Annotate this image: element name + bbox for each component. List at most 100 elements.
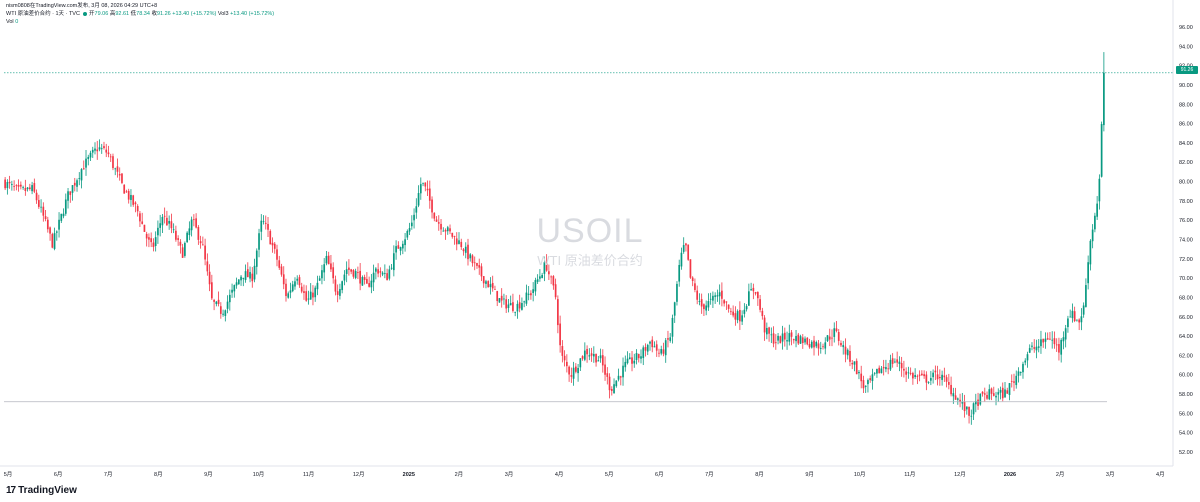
candle-body xyxy=(581,356,584,359)
candle-body xyxy=(1026,354,1029,361)
candle-body xyxy=(253,265,256,280)
candle-body xyxy=(136,206,139,212)
candle-body xyxy=(157,227,159,236)
candle-body xyxy=(628,357,631,360)
candle-body xyxy=(626,358,629,364)
candle-body xyxy=(765,327,768,335)
candle-body xyxy=(431,199,433,213)
candle-body xyxy=(900,363,903,369)
candle-body xyxy=(709,298,712,300)
candle-body xyxy=(255,250,258,267)
candle-body xyxy=(404,239,406,246)
candle-body xyxy=(992,393,995,396)
candle-body xyxy=(905,371,907,375)
candle-body xyxy=(514,311,517,313)
candle-body xyxy=(855,360,858,375)
close-value: 91.26 xyxy=(156,11,171,17)
candle-body xyxy=(242,277,245,279)
candle-body xyxy=(204,245,206,260)
tradingview-logo[interactable]: 17 TradingView xyxy=(6,485,77,496)
candle-body xyxy=(842,345,845,348)
candle-body xyxy=(415,206,418,213)
candle-body xyxy=(678,264,681,282)
candle-body xyxy=(377,269,379,274)
candle-body xyxy=(276,249,278,260)
candle-body xyxy=(262,221,265,223)
candle-body xyxy=(507,304,510,309)
candle-body xyxy=(478,265,481,268)
candle-body xyxy=(1089,240,1092,265)
candle-body xyxy=(970,415,973,417)
candle-body xyxy=(33,183,36,192)
candle-body xyxy=(705,305,708,311)
high-value: 92.61 xyxy=(115,11,130,17)
candle-body xyxy=(148,237,150,240)
candle-body xyxy=(152,242,155,248)
candle-body xyxy=(1096,203,1098,217)
tradingview-logo-text: TradingView xyxy=(18,485,77,496)
price-tick-label: 58.00 xyxy=(1179,392,1193,398)
candle-body xyxy=(961,401,964,404)
candle-body xyxy=(251,273,254,282)
candle-body xyxy=(938,376,941,379)
candle-body xyxy=(435,219,438,222)
candle-body xyxy=(460,241,463,248)
candle-body xyxy=(141,221,144,224)
candle-body xyxy=(294,281,296,287)
candle-body xyxy=(700,299,703,307)
candle-body xyxy=(375,268,377,272)
candle-body xyxy=(161,216,164,226)
candle-body xyxy=(116,166,119,172)
candle-body xyxy=(40,206,42,208)
candle-body xyxy=(797,334,800,344)
candle-body xyxy=(424,182,427,187)
candle-body xyxy=(1022,363,1024,373)
candle-body xyxy=(918,374,921,376)
candle-body xyxy=(543,262,546,274)
candle-body xyxy=(862,380,865,389)
candle-body xyxy=(804,338,806,343)
candle-body xyxy=(1103,72,1105,126)
candle-body xyxy=(19,184,22,187)
candle-body xyxy=(761,310,764,317)
candle-body xyxy=(947,381,950,385)
candle-body xyxy=(1073,311,1076,322)
candle-body xyxy=(972,403,975,415)
candle-body xyxy=(139,213,141,222)
price-tick-label: 56.00 xyxy=(1179,411,1193,417)
candle-body xyxy=(653,346,656,348)
candle-body xyxy=(745,306,748,310)
candle-body xyxy=(1058,344,1060,353)
candle-body xyxy=(586,348,588,355)
candle-body xyxy=(867,380,869,385)
candle-body xyxy=(17,184,20,187)
candle-body xyxy=(1044,338,1047,342)
candle-body xyxy=(691,277,694,282)
candle-body xyxy=(296,278,299,281)
candle-body xyxy=(568,366,570,375)
candle-body xyxy=(154,237,157,246)
time-tick-label: 6月 xyxy=(54,471,63,478)
candle-body xyxy=(305,291,308,301)
candle-body xyxy=(336,291,339,295)
volume-legend[interactable]: Vol 0 xyxy=(6,19,18,26)
price-tick-label: 78.00 xyxy=(1179,199,1193,205)
candle-body xyxy=(831,337,833,339)
candle-body xyxy=(698,301,701,302)
candle-body xyxy=(849,350,851,362)
candle-body xyxy=(676,283,678,302)
candle-body xyxy=(1010,380,1013,382)
time-tick-label: 8月 xyxy=(755,471,764,478)
candle-body xyxy=(1080,316,1083,323)
candle-body xyxy=(363,277,366,280)
candle-body xyxy=(752,287,755,292)
candle-body xyxy=(637,353,640,359)
candle-body xyxy=(622,365,624,378)
candle-body xyxy=(736,311,739,321)
candle-body xyxy=(462,249,465,252)
candle-body xyxy=(123,184,126,194)
candle-body xyxy=(264,222,267,224)
ohlc-legend[interactable]: WTI 原油差价合约 · 1天 · TVC 开79.06 高92.61 低78.… xyxy=(6,11,274,18)
candle-body xyxy=(357,272,359,273)
